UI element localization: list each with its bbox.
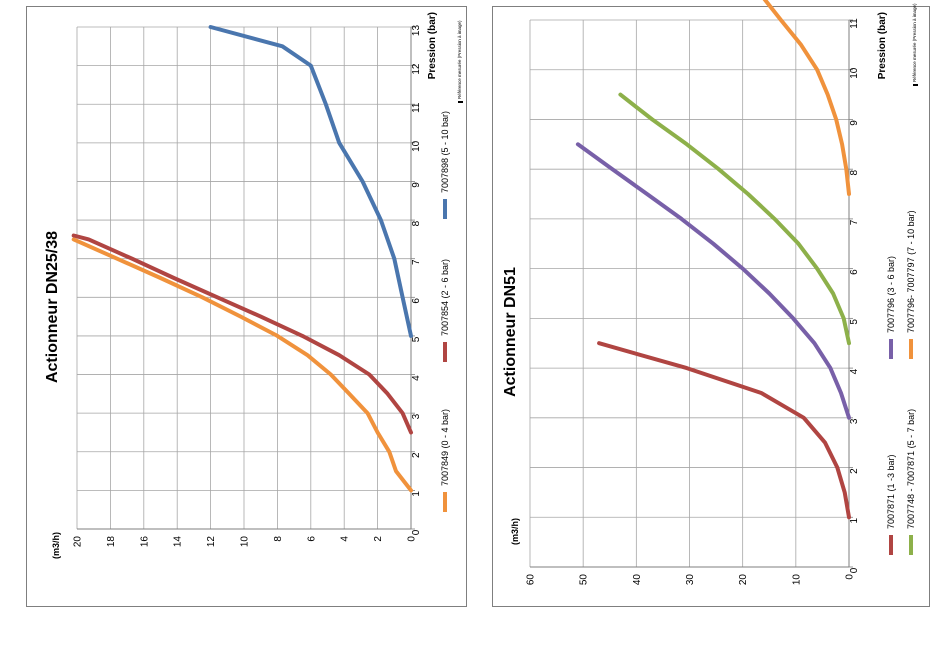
tick-label-flow: 60 bbox=[526, 574, 537, 586]
tick-label-pressure: 7 bbox=[849, 219, 860, 225]
tick-label-flow: 10 bbox=[791, 574, 802, 586]
chart-panel-dn25-38: 0 2 4 6 8 10 12 14 16 18 20 0 1 2 3 4 5 6 7 8 9 10 11 12 13 Actio… bbox=[26, 6, 467, 607]
axis-label-flow: (m3/h) bbox=[510, 518, 520, 545]
chart-title: Actionneur DN51 bbox=[502, 267, 519, 397]
tick-label-flow: 0 bbox=[845, 574, 856, 580]
series-line-1 bbox=[597, 341, 851, 520]
tick-label-flow: 10 bbox=[240, 536, 251, 548]
tick-label-flow: 12 bbox=[206, 536, 217, 548]
series-line-4 bbox=[762, 0, 851, 196]
series-line-1 bbox=[71, 237, 413, 493]
legend-label-3: 7007898 (5 - 10 bar) bbox=[440, 111, 450, 193]
chart-title: Actionneur DN25/38 bbox=[44, 231, 61, 383]
tick-label-pressure: 2 bbox=[411, 452, 422, 458]
legend-label-4: 7007796- 7007797 (7 - 10 bar) bbox=[906, 210, 916, 333]
series-line-2 bbox=[71, 233, 413, 435]
tick-label-pressure: 3 bbox=[411, 413, 422, 419]
tick-label-pressure: 9 bbox=[849, 120, 860, 126]
tick-label-pressure: 4 bbox=[849, 368, 860, 374]
legend-label-1: 7007849 (0 - 4 bar) bbox=[440, 409, 450, 486]
tick-label-pressure: 4 bbox=[411, 375, 422, 381]
chart-dn25-38: 02468101214161820012345678910111213Actio… bbox=[44, 12, 463, 559]
tick-label-pressure: 11 bbox=[411, 102, 422, 113]
legend-label-2: 7007854 (2 - 6 bar) bbox=[440, 259, 450, 336]
tick-label-pressure: 0 bbox=[411, 529, 422, 535]
legend-label-3: 7007748 - 7007871 (5 - 7 bar) bbox=[906, 409, 916, 529]
tick-label-flow: 30 bbox=[685, 574, 696, 586]
tick-label-flow: 16 bbox=[139, 536, 150, 548]
series-line-3 bbox=[618, 92, 851, 346]
tick-label-flow: 8 bbox=[273, 536, 284, 542]
tick-label-pressure: 12 bbox=[411, 63, 422, 75]
tick-label-pressure: 8 bbox=[849, 169, 860, 175]
tick-label-pressure: 6 bbox=[849, 269, 860, 275]
tick-label-pressure: 13 bbox=[411, 25, 422, 37]
tick-label-pressure: 6 bbox=[411, 298, 422, 304]
tick-label-pressure: 5 bbox=[849, 319, 860, 325]
tick-label-pressure: 2 bbox=[849, 468, 860, 474]
tick-label-pressure: 10 bbox=[411, 140, 422, 152]
tick-label-flow: 40 bbox=[632, 574, 643, 586]
reference-note: Référence mesurée (Pression à image) bbox=[912, 3, 917, 82]
tick-label-pressure: 10 bbox=[849, 67, 860, 79]
series-line-2 bbox=[575, 142, 851, 420]
chart-panel-dn51: 0 10 20 30 40 50 60 0 1 2 3 4 5 6 7 8 9 10 11 Actionneur DN… bbox=[492, 0, 930, 607]
tick-label-pressure: 1 bbox=[411, 491, 422, 497]
plot-area bbox=[71, 25, 415, 530]
tick-label-pressure: 9 bbox=[411, 182, 422, 188]
tick-label-flow: 6 bbox=[306, 536, 317, 542]
tick-label-pressure: 3 bbox=[849, 418, 860, 424]
reference-note: Référence mesurée (Pression à image) bbox=[457, 20, 462, 99]
tick-label-pressure: 1 bbox=[849, 518, 860, 524]
chart-dn51: 0 10 20 30 40 50 60 0 1 2 3 4 5 6 7 8 9 10 11 Actionneur DN… bbox=[502, 0, 918, 586]
plot-area bbox=[529, 0, 853, 568]
tick-label-flow: 4 bbox=[340, 536, 351, 542]
axis-label-pressure: Pression (bar) bbox=[877, 12, 888, 79]
tick-label-flow: 14 bbox=[173, 536, 184, 548]
legend-label-1: 7007871 (1 -3 bar) bbox=[886, 454, 896, 529]
tick-label-flow: 18 bbox=[106, 536, 117, 548]
reference-note-marker bbox=[913, 84, 918, 86]
tick-label-flow: 50 bbox=[579, 574, 590, 586]
legend-label-2: 7007796 (3 - 6 bar) bbox=[886, 256, 896, 333]
tick-label-pressure: 7 bbox=[411, 259, 422, 265]
tick-label-flow: 20 bbox=[73, 536, 84, 548]
tick-label-flow: 0 bbox=[407, 536, 418, 542]
tick-label-flow: 20 bbox=[738, 574, 749, 586]
tick-label-pressure: 5 bbox=[411, 336, 422, 342]
series-line-3 bbox=[208, 25, 413, 338]
tick-label-flow: 2 bbox=[373, 536, 384, 542]
axis-label-flow: (m3/h) bbox=[51, 532, 61, 559]
tick-label-pressure: 0 bbox=[849, 567, 860, 573]
tick-label-pressure: 8 bbox=[411, 220, 422, 226]
tick-label-pressure: 11 bbox=[849, 18, 860, 29]
axis-label-pressure: Pression (bar) bbox=[427, 12, 438, 79]
reference-note-marker bbox=[458, 101, 463, 103]
